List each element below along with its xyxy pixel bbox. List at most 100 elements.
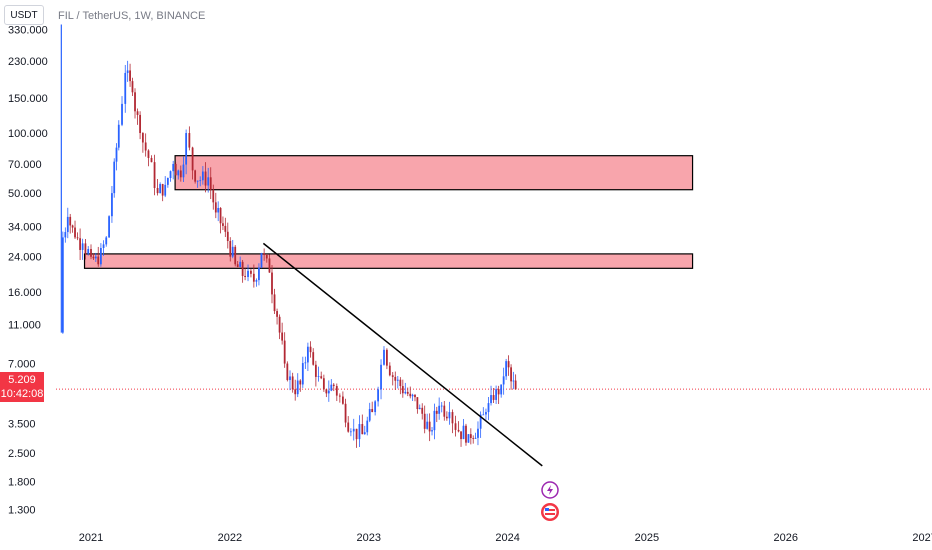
- candle-body: [147, 150, 150, 158]
- candle-body: [174, 163, 177, 176]
- candle-body: [423, 413, 426, 429]
- currency-selector[interactable]: USDT: [4, 5, 44, 25]
- y-tick-label: 11.000: [8, 319, 41, 331]
- candle-body: [291, 376, 294, 390]
- candle-body: [435, 410, 438, 414]
- y-tick-label: 24.000: [8, 252, 42, 264]
- candle-body: [497, 389, 500, 395]
- price-zone[interactable]: [83, 253, 694, 269]
- supply-demand-zones[interactable]: [83, 155, 694, 269]
- candle-body: [179, 170, 182, 178]
- price-zone[interactable]: [174, 155, 694, 191]
- candle-body: [344, 403, 347, 423]
- candle-body: [150, 157, 153, 163]
- candle-body: [196, 180, 199, 182]
- candle-body: [191, 147, 194, 171]
- x-axis[interactable]: 2021 2022 2023 2024 2025 2026 2027: [79, 532, 932, 544]
- y-tick-label: 7.000: [8, 359, 36, 371]
- candle-body: [169, 171, 172, 179]
- candle-body: [474, 437, 477, 439]
- candle-body: [409, 393, 412, 397]
- candle-body: [301, 363, 304, 385]
- candle-body: [421, 407, 424, 414]
- candle-body: [327, 390, 330, 394]
- candle-body: [207, 177, 210, 186]
- candle-body: [399, 379, 402, 387]
- candle-body: [394, 376, 397, 381]
- candle-body: [144, 142, 147, 151]
- candle-body: [226, 231, 229, 241]
- candle-body: [229, 240, 232, 257]
- candle-body: [396, 379, 399, 381]
- candle-body: [457, 429, 460, 432]
- candle-body: [469, 434, 472, 439]
- lightning-icon[interactable]: [541, 481, 559, 499]
- candle-body: [172, 163, 175, 172]
- candle-body: [239, 261, 242, 267]
- candle-body: [428, 421, 431, 432]
- candle-body: [355, 428, 358, 440]
- candle-body: [129, 70, 131, 82]
- candle-body: [330, 384, 333, 391]
- candle-body: [236, 264, 239, 267]
- candle-body: [166, 178, 169, 185]
- candle-body: [349, 431, 352, 433]
- candle-body: [94, 256, 97, 259]
- candle-body: [347, 422, 350, 432]
- candle-body: [121, 103, 123, 125]
- candle-body: [214, 202, 217, 213]
- candle-body: [234, 246, 237, 265]
- candle-body: [182, 164, 185, 178]
- candle-body: [380, 364, 382, 390]
- candle-body: [79, 238, 81, 250]
- candle-body: [84, 243, 87, 254]
- candle-body: [209, 177, 212, 190]
- y-tick-label: 230.000: [8, 56, 48, 68]
- candle-body: [286, 363, 289, 381]
- y-tick-label: 70.000: [8, 159, 42, 171]
- candle-body: [102, 244, 105, 248]
- candle-body: [406, 391, 409, 394]
- current-price-tag: 5.209 10:42:08: [0, 372, 44, 402]
- candle-body: [194, 170, 197, 182]
- candle-body: [255, 280, 258, 282]
- candle-body: [204, 171, 207, 186]
- candle-body: [71, 225, 74, 228]
- candle-body: [341, 396, 344, 404]
- candle-body: [108, 216, 110, 238]
- candle-body: [156, 187, 159, 194]
- candle-body: [411, 394, 414, 397]
- candle-body: [131, 81, 134, 93]
- y-tick-label: 2.500: [8, 448, 36, 460]
- x-tick-label: 2027: [912, 532, 932, 544]
- candle-body: [164, 184, 167, 196]
- candle-body: [332, 384, 335, 387]
- us-flag-icon[interactable]: [541, 503, 559, 521]
- candle-body: [76, 237, 79, 239]
- candle-body: [485, 412, 487, 415]
- y-axis[interactable]: 330.000 230.000 150.000 100.000 70.000 50.000…: [8, 25, 48, 517]
- candle-body: [306, 346, 309, 363]
- candle-body: [153, 162, 156, 188]
- descending-trendline[interactable]: [262, 242, 543, 467]
- candle-body: [219, 207, 222, 224]
- candle-body: [139, 114, 141, 134]
- candle-body: [134, 92, 136, 112]
- candle-body: [268, 258, 271, 273]
- candle-body: [87, 249, 90, 254]
- candle-body: [61, 237, 64, 333]
- candle-body: [490, 395, 492, 404]
- candle-body: [74, 227, 76, 238]
- candle-body: [141, 133, 144, 143]
- candle-body: [212, 189, 215, 203]
- candle-body: [64, 232, 67, 238]
- candle-body: [502, 376, 505, 385]
- candle-body: [317, 376, 320, 378]
- candle-body: [188, 133, 191, 148]
- candle-body: [299, 380, 302, 385]
- candle-body: [312, 352, 315, 365]
- candle-body: [438, 405, 441, 414]
- x-tick-label: 2025: [635, 532, 659, 544]
- candle-body: [199, 180, 202, 182]
